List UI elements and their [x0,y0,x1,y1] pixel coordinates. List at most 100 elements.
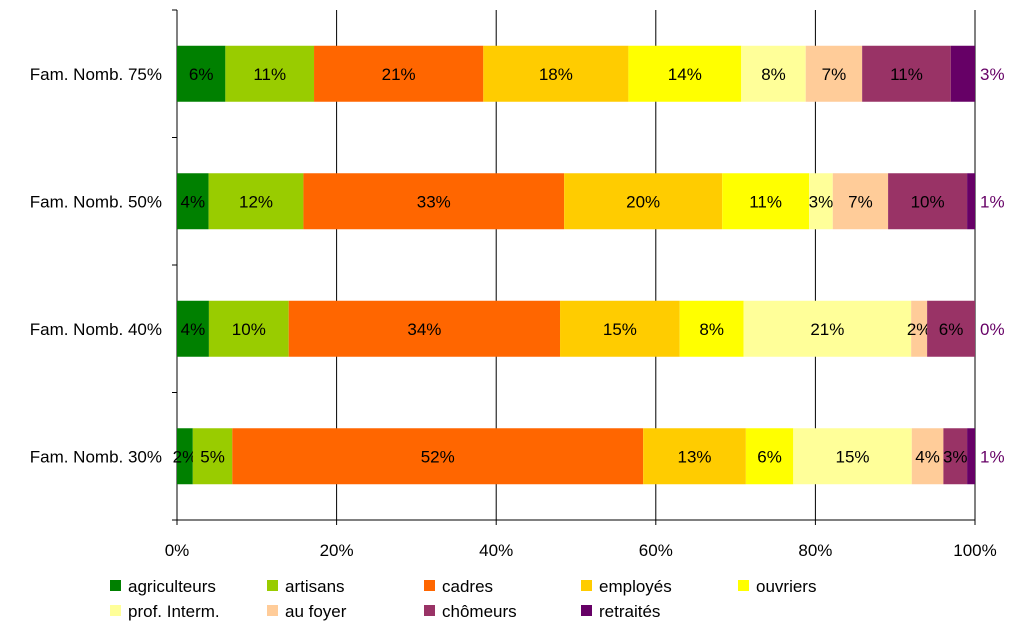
bar-segment [943,428,968,485]
bar-segment [208,300,289,357]
legend-label: chômeurs [442,602,517,621]
data-label: 4% [181,320,206,339]
data-label: 8% [699,320,724,339]
data-label: 7% [822,65,847,84]
bar-segment [950,45,975,102]
bar-segment [967,428,975,485]
legend-swatch [267,605,278,616]
bar-segment [832,173,889,230]
bar-segment [809,173,833,230]
x-tick-label: 0% [165,541,190,560]
data-label: 21% [382,65,416,84]
data-label: 2% [173,447,198,466]
data-label: 4% [181,192,206,211]
category-label: Fam. Nomb. 75% [30,65,162,84]
bar-segment [793,428,912,485]
bar-segment [483,45,629,102]
bar-segment [743,300,912,357]
bar-segment [927,300,975,357]
bar-segment [177,45,226,102]
x-tick-label: 80% [798,541,832,560]
legend-swatch [738,580,749,591]
bar-segment [225,45,315,102]
legend-label: retraités [599,602,660,621]
bar-segment [232,428,644,485]
bar-segment [628,45,742,102]
data-label: 12% [239,192,273,211]
data-label: 13% [677,447,711,466]
data-label: 5% [200,447,225,466]
x-tick-label: 60% [639,541,673,560]
bar-segment [967,173,975,230]
legend-swatch [110,605,121,616]
data-label: 7% [848,192,873,211]
data-label: 6% [939,320,964,339]
legend-swatch [267,580,278,591]
bar-segment [745,428,794,485]
bar-segment [741,45,806,102]
legend-swatch [581,580,592,591]
legend-swatch [110,580,121,591]
legend-label: prof. Interm. [128,602,220,621]
bar-segment [911,300,928,357]
data-label: 18% [539,65,573,84]
category-label: Fam. Nomb. 40% [30,320,162,339]
legend-swatch [581,605,592,616]
bar-segment [177,300,209,357]
bar-segment [643,428,746,485]
data-label: 15% [603,320,637,339]
category-label: Fam. Nomb. 30% [30,447,162,466]
category-label: Fam. Nomb. 50% [30,192,162,211]
legend-swatch [424,580,435,591]
data-label: 10% [911,192,945,211]
bar-segment [560,300,680,357]
bar-segment [192,428,233,485]
data-label: 1% [980,192,1005,211]
legend-label: employés [599,577,672,596]
legend-label: agriculteurs [128,577,216,596]
x-tick-label: 100% [953,541,996,560]
data-label: 3% [943,447,968,466]
x-tick-label: 40% [479,541,513,560]
bar-segment [911,428,944,485]
bar-segment [805,45,863,102]
data-label: 14% [668,65,702,84]
data-label: 4% [915,447,940,466]
data-label: 33% [417,192,451,211]
bar-segment [862,45,951,102]
bar-segment [177,428,193,485]
data-label: 11% [749,192,782,211]
data-label: 15% [836,447,870,466]
data-label: 3% [980,65,1005,84]
data-label: 10% [232,320,266,339]
data-label: 20% [626,192,660,211]
data-label: 0% [980,320,1005,339]
bar-segment [564,173,723,230]
data-label: 34% [407,320,441,339]
data-label: 8% [761,65,786,84]
data-label: 11% [890,65,923,84]
legend-swatch [424,605,435,616]
legend-label: artisans [285,577,345,596]
legend-label: au foyer [285,602,347,621]
bar-segment [177,173,209,230]
data-label: 3% [809,192,834,211]
data-label: 52% [421,447,455,466]
bar-segment [288,300,561,357]
bar-segment [679,300,744,357]
legend-label: ouvriers [756,577,816,596]
bar-segment [722,173,810,230]
data-label: 2% [907,320,932,339]
bar-segment [303,173,565,230]
data-label: 6% [757,447,782,466]
data-label: 6% [189,65,214,84]
legend-label: cadres [442,577,493,596]
data-label: 11% [253,65,286,84]
data-label: 1% [980,447,1005,466]
x-tick-label: 20% [320,541,354,560]
bar-segment [314,45,484,102]
data-label: 21% [810,320,844,339]
bar-segment [208,173,304,230]
